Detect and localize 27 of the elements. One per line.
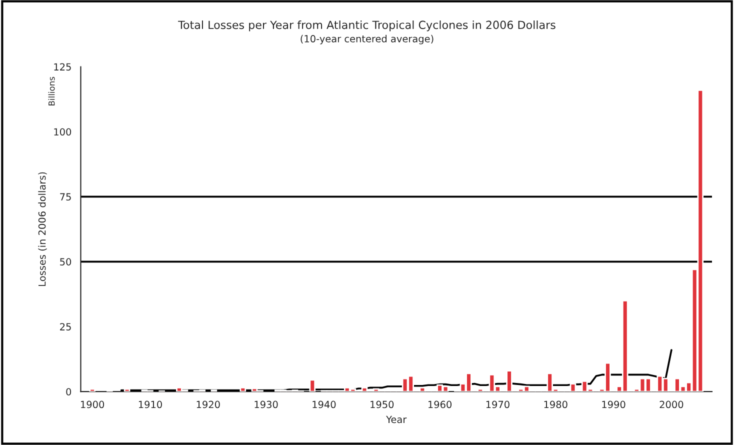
chart-title: Total Losses per Year from Atlantic Tropical Cyclones in 2006 Dollars — [178, 20, 556, 32]
y-tick-label: 75 — [60, 193, 71, 201]
x-tick-label: 1970 — [486, 400, 510, 408]
y-tick-label: 125 — [54, 63, 71, 71]
y-tick-label: 0 — [66, 388, 72, 396]
x-tick-label: 1950 — [370, 400, 394, 408]
x-tick-label: 1960 — [428, 400, 452, 408]
x-tick-label: 1930 — [254, 400, 278, 408]
line-series — [120, 349, 672, 392]
y-tick-label: 25 — [60, 323, 71, 330]
bar — [240, 387, 246, 392]
x-tick-label: 1990 — [602, 400, 626, 408]
x-tick-label: 2000 — [660, 400, 684, 408]
bar — [309, 379, 316, 392]
x-tick-label: 1920 — [196, 400, 220, 408]
y-tick-label: 50 — [60, 258, 72, 266]
x-tick-label: 1900 — [81, 400, 104, 408]
x-tick-label: 1910 — [138, 400, 162, 408]
y-axis-title: Losses (in 2006 dollars) — [38, 172, 47, 286]
y-tick-label: 100 — [54, 128, 72, 136]
x-tick-label: 1940 — [312, 400, 336, 408]
text: Billions — [48, 76, 55, 106]
chart-subtitle: (10-year centered average) — [300, 34, 434, 44]
bar — [89, 388, 96, 392]
x-tick-label: 1980 — [544, 400, 568, 408]
bar — [124, 388, 130, 392]
x-axis-title: Year — [386, 416, 407, 424]
